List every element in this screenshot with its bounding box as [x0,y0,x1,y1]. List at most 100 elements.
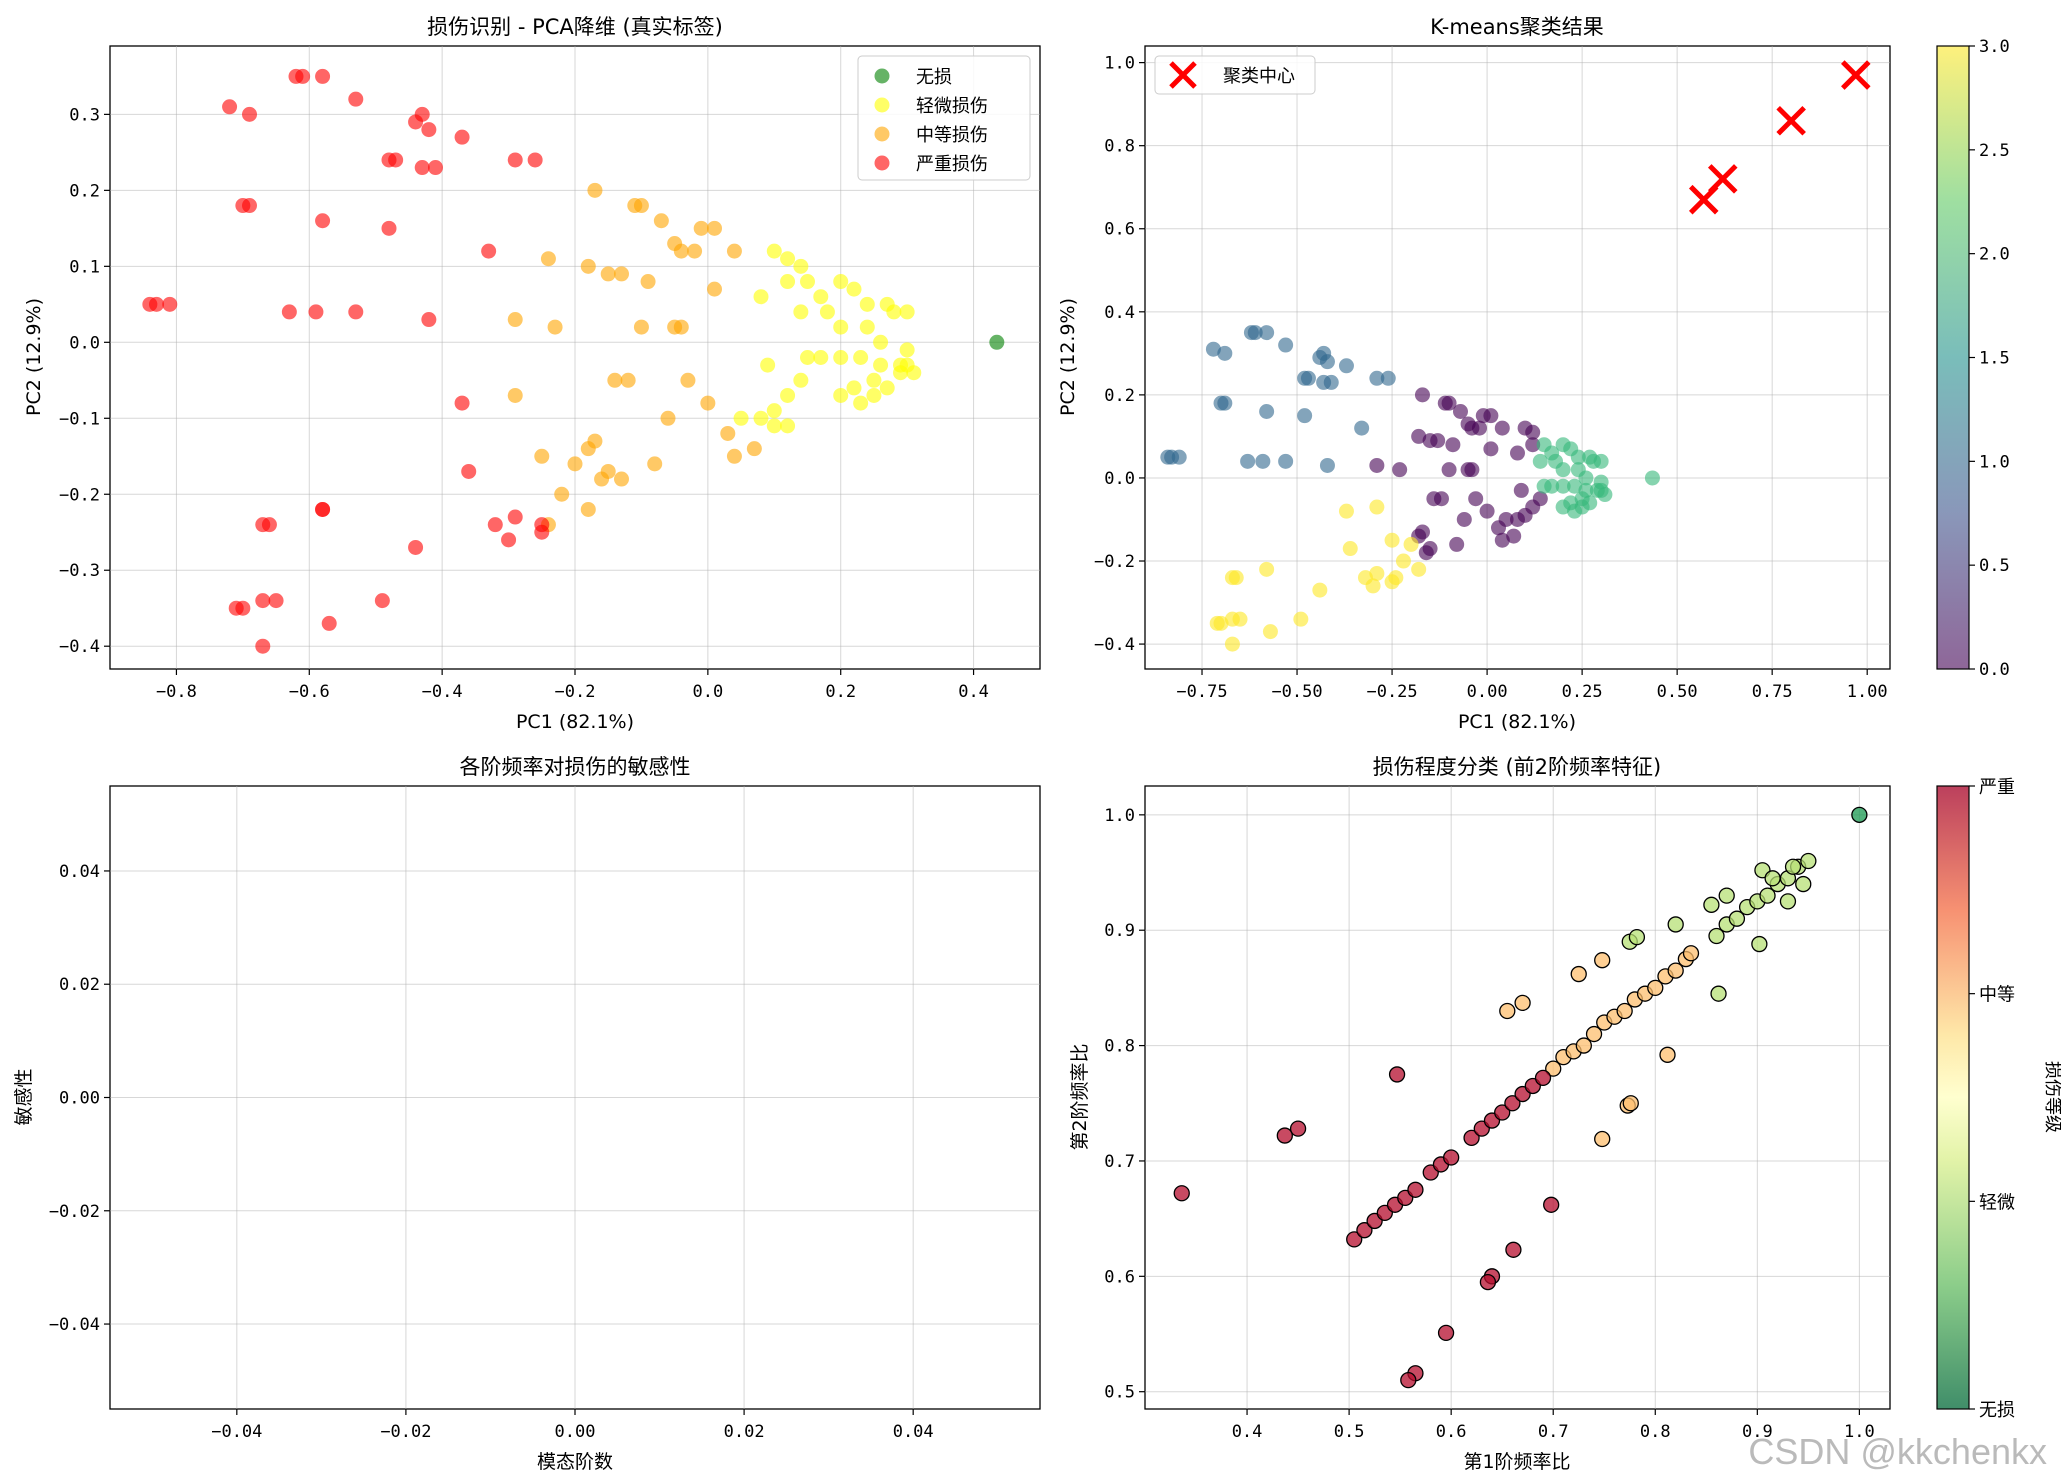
data-point [1594,1130,1611,1148]
data-point [1171,449,1187,465]
y-tick-label: −0.4 [1094,635,1135,655]
data-point [600,463,616,479]
colorbar-tick-label: 中等 [1979,985,2015,1006]
colorbar-tick-label: 0.0 [1979,660,2010,680]
data-point [859,319,875,335]
data-point [414,160,430,176]
data-points [1173,806,1868,1389]
data-point [1346,1231,1363,1248]
data-point [627,198,643,214]
colorbar-tick-label: 1.5 [1979,349,2010,369]
data-point [1276,1127,1293,1144]
legend-label: 轻微损伤 [916,96,988,117]
x-tick-label: 0.4 [1232,1422,1263,1442]
data-point [687,243,703,259]
data-point [879,380,895,396]
data-point [1392,462,1408,478]
data-point [1388,1066,1406,1083]
data-point [421,312,437,328]
data-point [315,68,331,84]
data-point [1659,1046,1676,1063]
data-point [760,357,776,373]
data-point [507,387,523,403]
legend: 聚类中心 [1154,55,1316,95]
data-point [899,342,915,358]
data-point [1205,341,1221,357]
data-point [1259,403,1275,419]
legend-label: 无损 [916,67,952,88]
y-tick-label: −0.4 [59,637,100,657]
data-point [1563,495,1579,511]
legend-box [857,55,1031,181]
data-point [833,274,849,290]
data-point [600,266,616,282]
data-point [1430,433,1446,449]
data-point [1628,928,1646,946]
data-point [1494,1104,1511,1121]
data-point [1449,536,1465,552]
x-tick-label: 0.02 [724,1422,765,1442]
chart-title: 损伤识别 - PCA降维 (真实标签) [427,15,723,39]
x-tick-label: −0.04 [211,1422,262,1442]
x-tick-label: 0.4 [958,682,989,702]
colorbar-bar [1936,785,1970,1410]
legend-label: 严重损伤 [916,154,988,175]
data-point [780,418,796,434]
sensitivity-panel: −0.04 −0.02 0.00 0.02 0.04 −0.04 −0.02 0.00 0.02… [13,755,1041,1473]
data-point [607,372,623,388]
data-point [1494,420,1510,436]
data-point [1293,611,1309,627]
data-point [487,517,503,533]
data-point [1395,553,1411,569]
legend-marker [874,126,890,142]
data-point [1514,994,1531,1012]
data-point [833,350,849,365]
y-tick-label: −0.2 [1094,552,1135,572]
legend-marker [874,155,890,171]
data-point [1217,395,1233,411]
data-point [501,532,517,548]
data-point [554,486,570,502]
x-tick-label: −0.02 [380,1422,431,1442]
data-point [1586,453,1602,469]
y-tick-label: 0.1 [69,257,100,277]
x-tick-label: −0.4 [422,682,463,702]
plot-area [1144,45,1891,670]
data-point [1513,482,1529,498]
colorbar-tick-label: 1.0 [1979,452,2010,472]
grid [1145,786,1890,1409]
data-point [1441,462,1457,478]
data-point [228,600,244,616]
data-point [1490,520,1506,536]
data-point [1369,457,1385,473]
data-point [481,243,497,259]
data-point [1403,536,1419,552]
data-point [793,258,809,274]
data-point [793,372,809,388]
data-point [1456,511,1472,527]
x-tick-label: −0.75 [1176,682,1227,702]
x-axis-label: PC1 (82.1%) [516,711,634,733]
x-tick-label: 0.6 [1436,1422,1467,1442]
data-point [454,129,470,145]
data-point [1297,408,1313,424]
data-point [1209,615,1225,631]
data-point [1506,528,1522,544]
data-point [647,456,663,472]
ticks: −0.75 −0.50 −0.25 0.00 0.25 0.50 0.75 1.00 −0.4 −… [1094,54,1888,702]
x-tick-label: 1.0 [1844,1422,1875,1442]
grid [110,786,1040,1409]
data-point [1463,1129,1480,1147]
data-point [707,281,722,297]
x-tick-label: 0.75 [1752,682,1793,702]
data-point [1593,482,1609,498]
x-tick-label: −0.50 [1271,682,1322,702]
data-point [1510,445,1525,461]
y-tick-label: −0.02 [49,1202,100,1222]
data-point [1224,636,1240,652]
data-point [1534,1069,1552,1087]
data-point [1384,532,1400,548]
y-tick-label: 0.04 [59,862,100,882]
data-point [766,243,782,259]
data-point [1247,325,1263,341]
